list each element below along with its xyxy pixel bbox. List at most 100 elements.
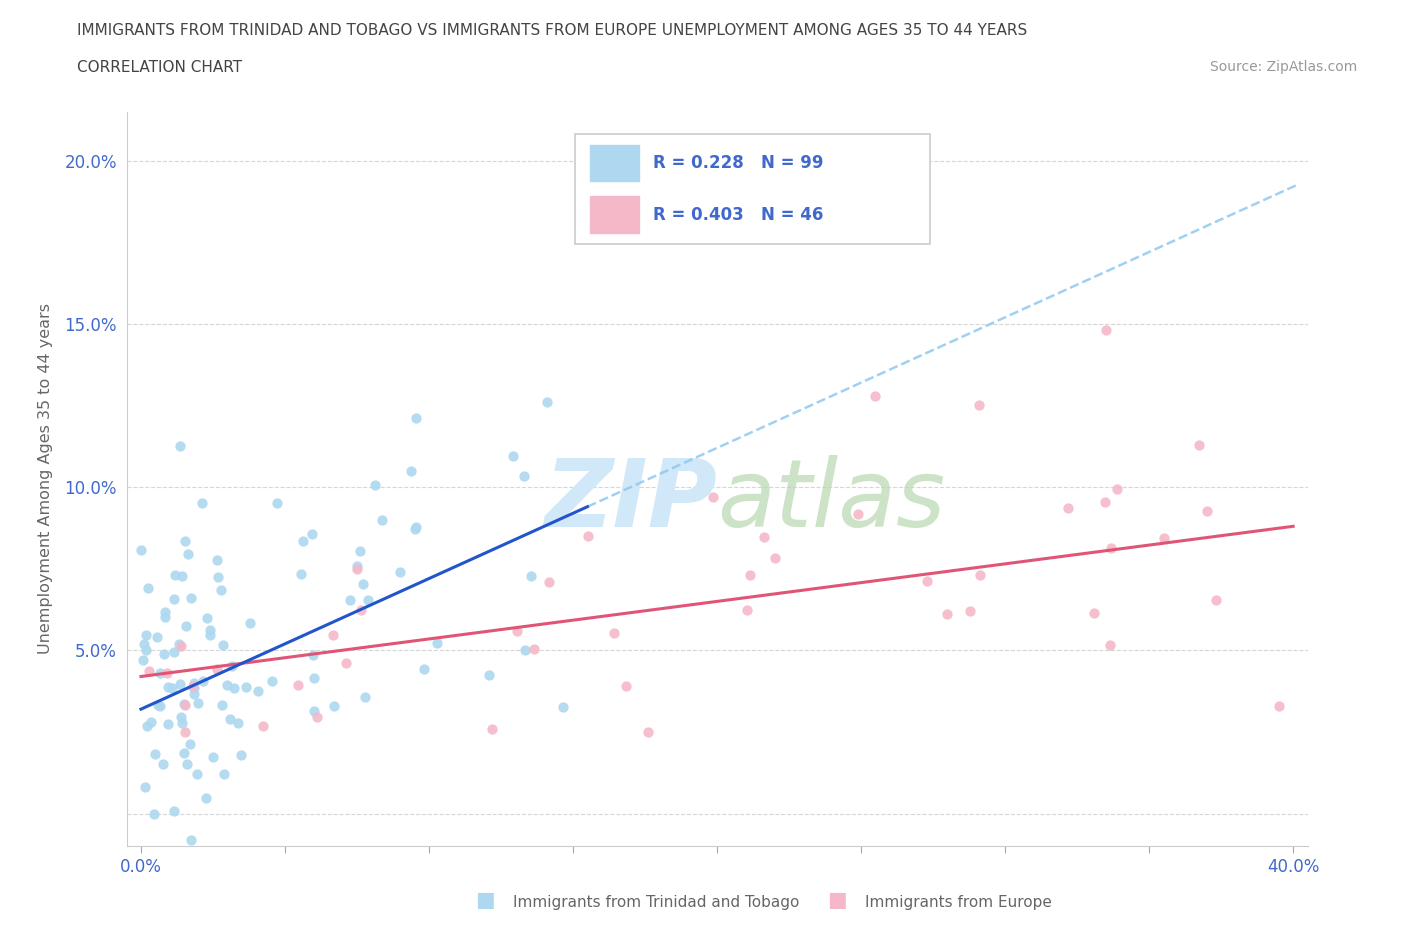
Point <box>502 448 524 463</box>
Point <box>1268 698 1291 713</box>
Point <box>135 628 157 643</box>
Point <box>969 567 991 582</box>
Point <box>221 658 243 673</box>
Point <box>174 533 197 548</box>
Text: ■: ■ <box>475 889 495 910</box>
Point <box>146 630 169 644</box>
Point <box>211 698 233 712</box>
Point <box>520 568 543 583</box>
Point <box>967 397 990 412</box>
Point <box>506 624 529 639</box>
Point <box>195 610 218 625</box>
Point <box>173 697 195 711</box>
Point <box>515 643 537 658</box>
Point <box>129 542 152 557</box>
Point <box>404 522 426 537</box>
Point <box>322 698 344 713</box>
Point <box>209 582 232 597</box>
Point <box>173 745 195 760</box>
Point <box>191 496 214 511</box>
Point <box>346 559 368 574</box>
Point <box>207 569 229 584</box>
Point <box>149 665 172 680</box>
Point <box>194 790 217 805</box>
Point <box>239 616 262 631</box>
Point <box>174 724 197 739</box>
Point <box>1057 500 1080 515</box>
Point <box>426 636 449 651</box>
Point <box>763 551 786 566</box>
Point <box>399 463 422 478</box>
Point <box>222 681 245 696</box>
Point <box>169 636 191 651</box>
Point <box>187 695 209 710</box>
Point <box>163 644 186 659</box>
Text: Immigrants from Trinidad and Tobago: Immigrants from Trinidad and Tobago <box>513 895 800 910</box>
Point <box>302 671 325 685</box>
Point <box>156 666 179 681</box>
Point <box>1099 637 1122 652</box>
Point <box>846 506 869 521</box>
Point <box>169 676 191 691</box>
Point <box>180 832 202 847</box>
Text: CORRELATION CHART: CORRELATION CHART <box>77 60 242 75</box>
Point <box>735 603 758 618</box>
Point <box>226 715 249 730</box>
Point <box>481 722 503 737</box>
Point <box>212 766 235 781</box>
Point <box>357 593 380 608</box>
Point <box>183 681 205 696</box>
Point <box>198 627 221 642</box>
Point <box>513 469 536 484</box>
Text: ■: ■ <box>827 889 846 910</box>
Point <box>1205 592 1227 607</box>
Point <box>170 715 193 730</box>
Point <box>301 527 323 542</box>
Point <box>752 530 775 545</box>
Point <box>176 756 198 771</box>
Point <box>247 684 270 698</box>
Point <box>205 552 228 567</box>
Point <box>354 690 377 705</box>
Point <box>1083 606 1105 621</box>
Point <box>136 580 159 595</box>
Point <box>156 717 179 732</box>
Point <box>211 638 233 653</box>
Point <box>219 711 242 726</box>
Point <box>302 647 325 662</box>
Point <box>169 639 191 654</box>
Point <box>1099 540 1122 555</box>
Point <box>523 642 546 657</box>
Text: IMMIGRANTS FROM TRINIDAD AND TOBAGO VS IMMIGRANTS FROM EUROPE UNEMPLOYMENT AMONG: IMMIGRANTS FROM TRINIDAD AND TOBAGO VS I… <box>77 23 1028 38</box>
Point <box>740 567 762 582</box>
Point <box>135 718 157 733</box>
Point <box>352 577 374 591</box>
Point <box>287 677 309 692</box>
Point <box>307 710 329 724</box>
Point <box>135 643 157 658</box>
Text: atlas: atlas <box>717 456 945 547</box>
Point <box>173 698 195 712</box>
Point <box>603 626 626 641</box>
Point <box>865 388 887 403</box>
Point <box>350 603 373 618</box>
Point <box>551 699 574 714</box>
Point <box>371 512 394 527</box>
Point <box>198 622 221 637</box>
Point <box>1094 495 1116 510</box>
Point <box>162 681 184 696</box>
Point <box>1095 323 1118 338</box>
Point <box>266 496 288 511</box>
Point <box>614 679 637 694</box>
Point <box>170 710 193 724</box>
Point <box>176 546 198 561</box>
Point <box>183 686 205 701</box>
Point <box>229 748 252 763</box>
Point <box>172 568 194 583</box>
Point <box>339 592 361 607</box>
Point <box>335 656 357 671</box>
Point <box>702 490 724 505</box>
Point <box>478 668 501 683</box>
Point <box>149 698 172 713</box>
Point <box>576 528 599 543</box>
